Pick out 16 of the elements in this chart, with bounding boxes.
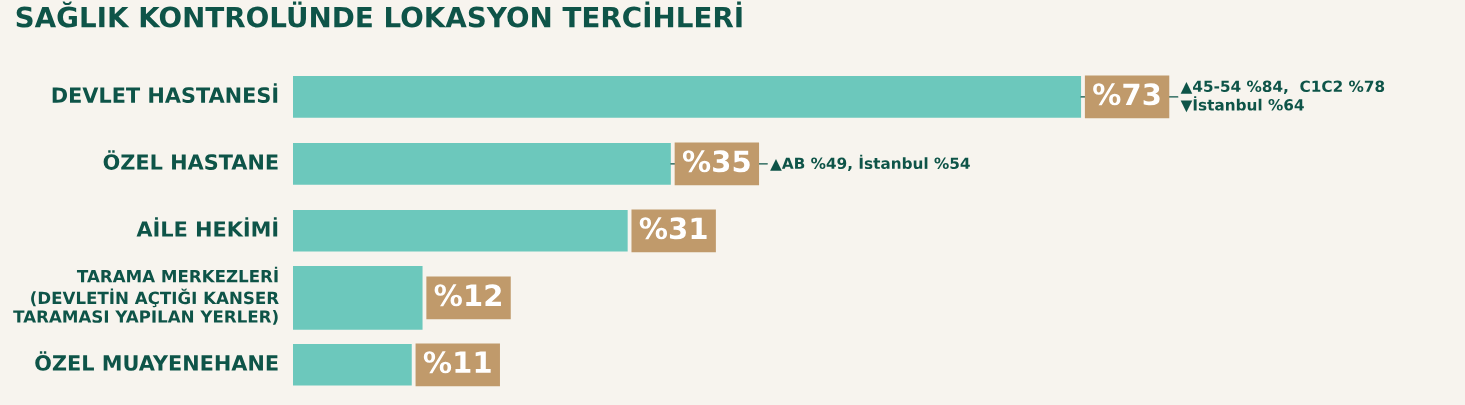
annotation: ▲AB %49, İstanbul %54 (770, 154, 970, 172)
annotation: ▲45-54 %84, C1C2 %78 ▼İstanbul %64 (1180, 80, 1385, 113)
y-tick-label: ÖZEL HASTANE (103, 150, 278, 170)
data-label: %11 (423, 351, 491, 374)
data-label: %35 (682, 150, 750, 173)
y-tick-label: AİLE HEKİMİ (136, 217, 278, 237)
y-tick-label: DEVLET HASTANESİ (52, 83, 278, 103)
data-label: %73 (1093, 83, 1160, 106)
bar (293, 344, 412, 386)
data-label: %31 (639, 217, 707, 240)
y-tick-label: ÖZEL MUAYENEHANE (35, 351, 278, 371)
bar (293, 143, 671, 185)
y-tick-label: TARAMA MERKEZLERİ (DEVLETİN AÇTIĞI KANSER TARAMASI YAPILAN YERLER) (13, 266, 279, 325)
bar (293, 210, 628, 252)
chart-title: SAĞLIK KONTROLÜNDE LOKASYON TERCİHLERİ (16, 1, 742, 28)
data-label: %12 (434, 284, 501, 307)
